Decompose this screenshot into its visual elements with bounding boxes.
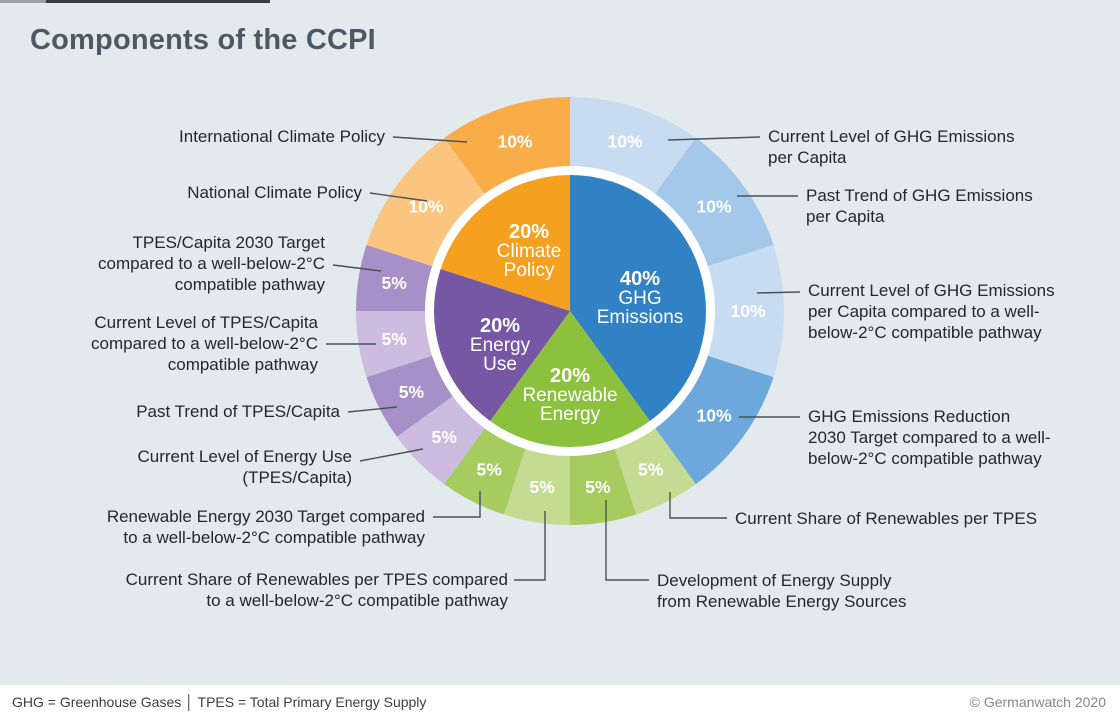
inner-slice-label: 20% Renewable Energy: [522, 365, 617, 425]
outer-slice-pct-label: 5%: [382, 329, 408, 349]
inner-slice-label: 40% GHG Emissions: [597, 268, 684, 328]
page-title: Components of the CCPI: [30, 24, 376, 56]
outer-slice-6: [570, 447, 637, 525]
callout-label-8: Renewable Energy 2030 Target compared to …: [106, 507, 425, 547]
leader-line: [514, 511, 546, 581]
callout-label-2: Past Trend of GHG Emissions per Capita: [806, 186, 1033, 226]
outer-slice-pct-label: 5%: [477, 460, 503, 480]
outer-slice-pct-label: 10%: [730, 301, 765, 321]
outer-slice-3: [706, 244, 785, 378]
outer-slice-10: [366, 355, 454, 437]
footer-bar: GHG = Greenhouse Gases │ TPES = Total Pr…: [0, 685, 1120, 721]
callout-label-7: Current Share of Renewables per TPES com…: [125, 570, 508, 610]
leader-line: [392, 136, 468, 143]
inner-slice-label: 20% Energy Use: [470, 315, 531, 375]
leader-line: [347, 406, 398, 413]
inner-slice-3: [434, 268, 570, 422]
outer-slice-pct-label: 5%: [585, 477, 611, 497]
leader-line: [605, 500, 649, 581]
leader-line: [332, 264, 382, 272]
outer-slice-pct-label: 5%: [431, 427, 457, 447]
callout-label-3: Current Level of GHG Emissions per Capita…: [808, 281, 1055, 342]
callout-label-14: International Climate Policy: [179, 127, 385, 146]
callout-label-1: Current Level of GHG Emissions per Capita: [768, 127, 1015, 167]
outer-slice-9: [396, 395, 486, 485]
outer-slice-pct-label: 10%: [497, 132, 532, 152]
leader-line: [667, 136, 761, 141]
callout-label-9: Current Level of Energy Use (TPES/Capita): [137, 447, 353, 487]
leader-line: [359, 448, 424, 462]
leader-line: [369, 192, 428, 202]
callout-label-11: Current Level of TPES/Capita compared to …: [91, 313, 318, 374]
outer-slice-pct-label: 5%: [638, 460, 664, 480]
inner-slice-1: [570, 175, 707, 422]
outer-slice-4: [654, 355, 774, 485]
outer-slice-pct-label: 5%: [382, 273, 408, 293]
outer-slice-8: [444, 427, 526, 515]
leader-line: [756, 291, 801, 294]
outer-slice-5: [614, 427, 696, 515]
outer-slice-11: [356, 311, 434, 378]
outer-slice-7: [503, 447, 570, 525]
callout-label-6: Development of Energy Supply from Renewab…: [657, 571, 907, 611]
footer-copyright: © Germanwatch 2020: [969, 694, 1106, 710]
outer-slice-pct-label: 10%: [607, 132, 642, 152]
inner-slice-label: 20% Climate Policy: [497, 221, 561, 281]
callout-label-4: GHG Emissions Reduction 2030 Target compa…: [808, 407, 1051, 468]
outer-slice-pct-label: 10%: [696, 406, 731, 426]
outer-slice-12: [356, 244, 434, 311]
outer-slice-pct-label: 5%: [530, 477, 556, 497]
callout-label-13: National Climate Policy: [187, 183, 362, 202]
footer-abbreviations: GHG = Greenhouse Gases │ TPES = Total Pr…: [12, 694, 427, 710]
outer-slice-pct-label: 10%: [408, 196, 443, 216]
inner-slice-2: [490, 311, 650, 448]
screenshot-edge-artifact-dark: [46, 0, 270, 3]
outer-slice-13: [366, 137, 486, 267]
outer-slice-2: [654, 137, 774, 267]
callout-label-5: Current Share of Renewables per TPES: [735, 509, 1038, 528]
callout-label-10: Past Trend of TPES/Capita: [136, 402, 340, 421]
leader-line: [433, 491, 481, 518]
inner-slice-4: [440, 175, 570, 311]
outer-slice-pct-label: 10%: [696, 196, 731, 216]
callout-label-12: TPES/Capita 2030 Target compared to a wel…: [98, 233, 325, 294]
outer-slice-pct-label: 5%: [399, 382, 425, 402]
leader-line: [669, 492, 727, 519]
screenshot-edge-artifact: [0, 0, 46, 3]
